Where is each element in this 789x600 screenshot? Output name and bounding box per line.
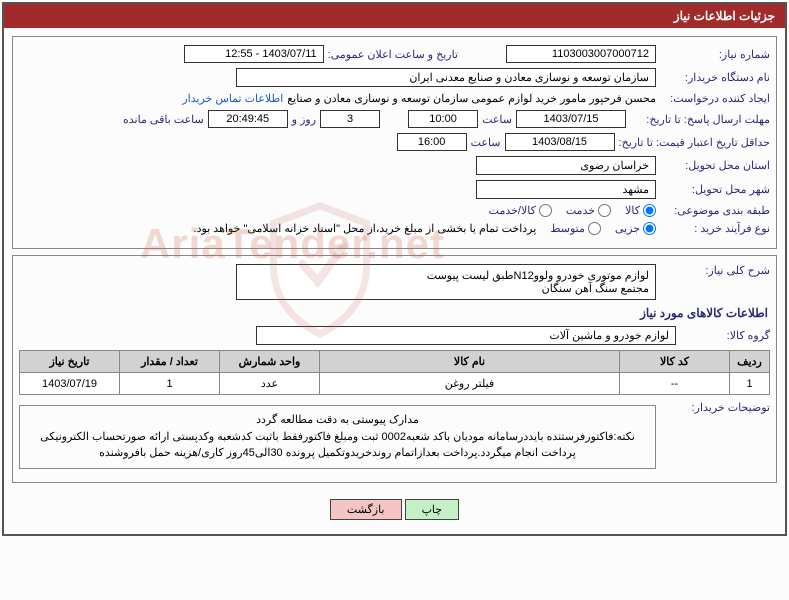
- desc-text: لوازم موتوری خودرو ولووN12طبق لیست پیوست…: [236, 264, 656, 300]
- cell-qty: 1: [120, 373, 220, 395]
- validity-time: 16:00: [397, 133, 467, 151]
- need-no-value: 1103003007000712: [506, 45, 656, 63]
- th-qty: تعداد / مقدار: [120, 351, 220, 373]
- process-label: نوع فرآیند خرید :: [660, 222, 770, 235]
- countdown: 20:49:45: [208, 110, 288, 128]
- requester-label: ایجاد کننده درخواست:: [660, 92, 770, 105]
- payment-note: پرداخت تمام یا بخشی از مبلغ خرید،از محل …: [194, 222, 537, 235]
- radio-both[interactable]: [539, 204, 552, 217]
- th-code: کد کالا: [620, 351, 730, 373]
- th-name: نام کالا: [320, 351, 620, 373]
- time-label-1: ساعت: [482, 113, 512, 126]
- th-date: تاریخ نیاز: [20, 351, 120, 373]
- province-label: استان محل تحویل:: [660, 159, 770, 172]
- announce-label: تاریخ و ساعت اعلان عمومی:: [328, 48, 458, 61]
- th-row: ردیف: [730, 351, 770, 373]
- main-panel: جزئیات اطلاعات نیاز شماره نیاز: 11030030…: [2, 2, 787, 536]
- buyer-notes-label: توضیحات خریدار:: [660, 401, 770, 414]
- cat-service-label: خدمت: [566, 204, 595, 217]
- validity-date: 1403/08/15: [505, 133, 615, 151]
- need-no-label: شماره نیاز:: [660, 48, 770, 61]
- buyer-contact-link[interactable]: اطلاعات تماس خریدار: [182, 92, 283, 105]
- deadline-date: 1403/07/15: [516, 110, 626, 128]
- time-label-2: ساعت: [471, 136, 501, 149]
- deadline-time: 10:00: [408, 110, 478, 128]
- buyer-notes: مدارک پیوستی به دقت مطالعه گردد نکته:فاک…: [19, 405, 656, 469]
- goods-table: ردیف کد کالا نام کالا واحد شمارش تعداد /…: [19, 350, 770, 395]
- requester-value: محسن فرحپور مامور خرید لوازم عمومی سازما…: [287, 92, 656, 105]
- print-button[interactable]: چاپ: [405, 499, 460, 520]
- cell-row: 1: [730, 373, 770, 395]
- province-value: خراسان رضوی: [476, 156, 656, 175]
- days-left: 3: [320, 110, 380, 128]
- cell-date: 1403/07/19: [20, 373, 120, 395]
- cell-unit: عدد: [220, 373, 320, 395]
- back-button[interactable]: بازگشت: [330, 499, 402, 520]
- buyer-org-label: نام دستگاه خریدار:: [660, 71, 770, 84]
- goods-group-value: لوازم خودرو و ماشین آلات: [256, 326, 676, 345]
- days-and-label: روز و: [292, 113, 316, 126]
- th-unit: واحد شمارش: [220, 351, 320, 373]
- cell-code: --: [620, 373, 730, 395]
- category-label: طبقه بندی موضوعی:: [660, 204, 770, 217]
- table-row: 1 -- فیلتر روغن عدد 1 1403/07/19: [20, 373, 770, 395]
- panel-title: جزئیات اطلاعات نیاز: [4, 4, 785, 28]
- radio-goods[interactable]: [643, 204, 656, 217]
- city-label: شهر محل تحویل:: [660, 183, 770, 196]
- buyer-org-value: سازمان توسعه و نوسازی معادن و صنایع معدن…: [236, 68, 656, 87]
- announce-value: 1403/07/11 - 12:55: [184, 45, 324, 63]
- deadline-send-label: مهلت ارسال پاسخ: تا تاریخ:: [630, 113, 770, 126]
- validity-label: حداقل تاریخ اعتبار قیمت: تا تاریخ:: [619, 136, 770, 149]
- remain-label: ساعت باقی مانده: [123, 113, 204, 126]
- desc-fieldset: شرح کلی نیاز: لوازم موتوری خودرو ولووN12…: [12, 255, 777, 483]
- cat-goods-label: کالا: [625, 204, 640, 217]
- radio-service[interactable]: [598, 204, 611, 217]
- city-value: مشهد: [476, 180, 656, 199]
- desc-label: شرح کلی نیاز:: [660, 264, 770, 277]
- info-fieldset: شماره نیاز: 1103003007000712 تاریخ و ساع…: [12, 36, 777, 249]
- cat-both-label: کالا/خدمت: [489, 204, 536, 217]
- radio-medium[interactable]: [588, 222, 601, 235]
- proc-medium-label: متوسط: [550, 222, 585, 235]
- goods-group-label: گروه کالا:: [680, 329, 770, 342]
- proc-partial-label: جزیی: [615, 222, 640, 235]
- radio-partial[interactable]: [643, 222, 656, 235]
- cell-name: فیلتر روغن: [320, 373, 620, 395]
- goods-section-title: اطلاعات کالاهای مورد نیاز: [21, 306, 768, 320]
